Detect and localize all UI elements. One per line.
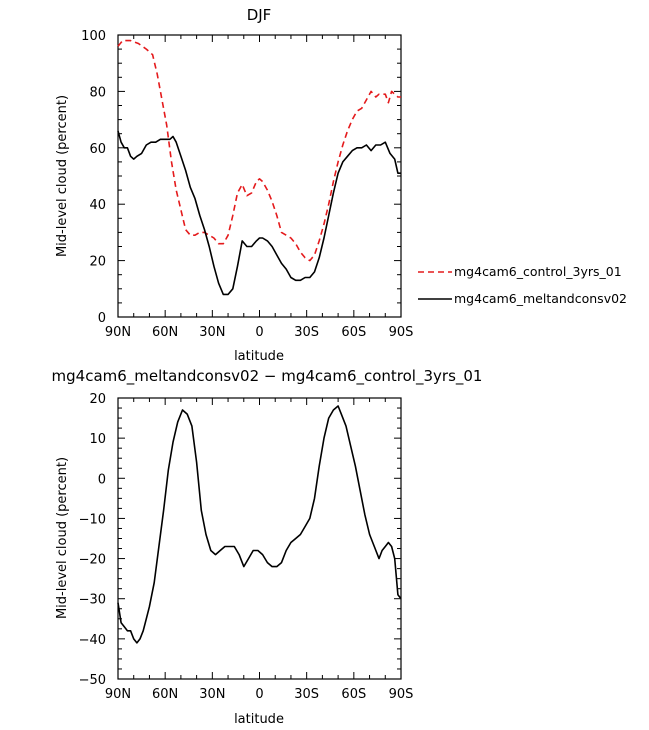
x-tick-label: 0 (255, 325, 263, 340)
bottom-panel-axes: 90N 60N 30N 0 30S 60S 90S −50 −40 −30 −20 −10 0 10 20 (79, 392, 414, 702)
x-tick-label: 30N (199, 687, 225, 702)
x-tick-label: 60N (152, 325, 178, 340)
y-tick-label: 80 (89, 85, 106, 100)
y-tick-label: 60 (89, 142, 106, 157)
x-tick-label: 60S (341, 687, 366, 702)
top-panel: DJF 90N 60N 30N 0 30S 60S 90S 0 20 40 60 80 100 lati… (55, 6, 413, 364)
series-line-mg4cam6_control_3yrs_01 (117, 39, 401, 262)
legend: mg4cam6_control_3yrs_01 mg4cam6_meltandc… (418, 264, 627, 306)
x-tick-label: 30N (199, 325, 225, 340)
plot-frame (117, 34, 402, 318)
y-tick-label: 0 (98, 472, 106, 487)
series-line-mg4cam6_meltandconsv02 (117, 130, 401, 296)
y-tick-label: −50 (79, 673, 106, 688)
x-tick-label: 60S (341, 325, 366, 340)
y-tick-label: 40 (89, 198, 106, 213)
bottom-panel-title: mg4cam6_meltandconsv02 − mg4cam6_control… (52, 367, 483, 386)
top-panel-title: DJF (247, 6, 272, 24)
y-tick-label: −40 (79, 633, 106, 648)
x-tick-label: 90S (389, 325, 414, 340)
x-tick-label: 0 (255, 687, 263, 702)
x-tick-label: 90N (105, 325, 131, 340)
x-tick-label: 30S (294, 687, 319, 702)
y-tick-label: 20 (89, 255, 106, 270)
bottom-panel-series (117, 405, 402, 644)
bottom-panel: mg4cam6_meltandconsv02 − mg4cam6_control… (52, 367, 483, 727)
y-tick-label: 0 (98, 311, 106, 326)
top-panel-ylabel: Mid-level cloud (percent) (55, 95, 70, 257)
legend-label-melt: mg4cam6_meltandconsv02 (454, 291, 627, 306)
y-tick-label: 100 (81, 29, 106, 44)
x-tick-label: 90S (389, 687, 414, 702)
bottom-panel-ylabel: Mid-level cloud (percent) (55, 457, 70, 619)
y-tick-label: −20 (79, 553, 106, 568)
y-tick-label: −30 (79, 593, 106, 608)
y-tick-label: 20 (89, 392, 106, 407)
top-panel-xlabel: latitude (234, 349, 284, 364)
top-panel-axes: 90N 60N 30N 0 30S 60S 90S 0 20 40 60 80 100 (81, 29, 413, 340)
bottom-panel-xlabel: latitude (234, 712, 284, 727)
series-line-series-0 (117, 405, 402, 644)
y-tick-label: −10 (79, 512, 106, 527)
x-tick-label: 90N (105, 687, 131, 702)
x-tick-label: 60N (152, 687, 178, 702)
x-tick-label: 30S (294, 325, 319, 340)
legend-label-control: mg4cam6_control_3yrs_01 (454, 264, 622, 279)
top-panel-series (117, 39, 401, 296)
y-tick-label: 10 (89, 432, 106, 447)
